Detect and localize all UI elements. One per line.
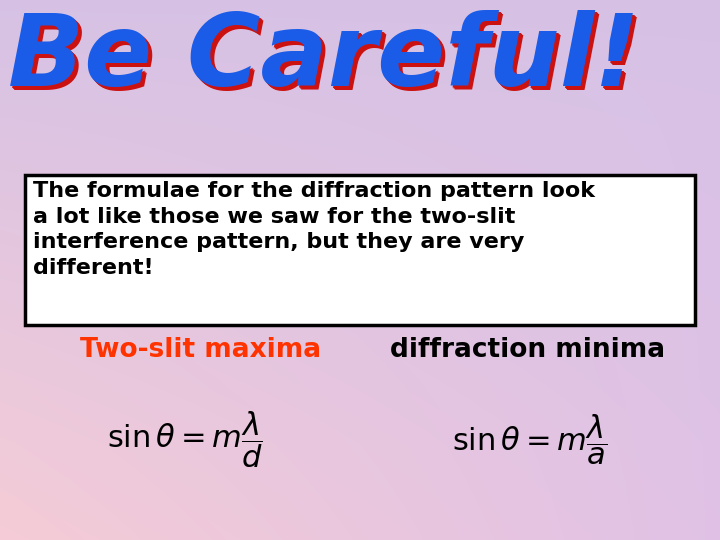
Text: diffraction minima: diffraction minima (390, 337, 665, 363)
Text: Be Careful!: Be Careful! (10, 12, 642, 109)
Text: Two-slit maxima: Two-slit maxima (80, 337, 321, 363)
Text: Be Careful!: Be Careful! (12, 14, 644, 111)
Text: $\sin\theta = m\dfrac{\lambda}{a}$: $\sin\theta = m\dfrac{\lambda}{a}$ (452, 413, 608, 467)
Text: $\sin\theta = m\dfrac{\lambda}{d}$: $\sin\theta = m\dfrac{\lambda}{d}$ (107, 410, 263, 470)
Text: The formulae for the diffraction pattern look
a lot like those we saw for the tw: The formulae for the diffraction pattern… (33, 181, 595, 278)
FancyBboxPatch shape (25, 175, 695, 325)
Text: Be Careful!: Be Careful! (11, 13, 643, 110)
Text: Be Careful!: Be Careful! (8, 10, 640, 107)
